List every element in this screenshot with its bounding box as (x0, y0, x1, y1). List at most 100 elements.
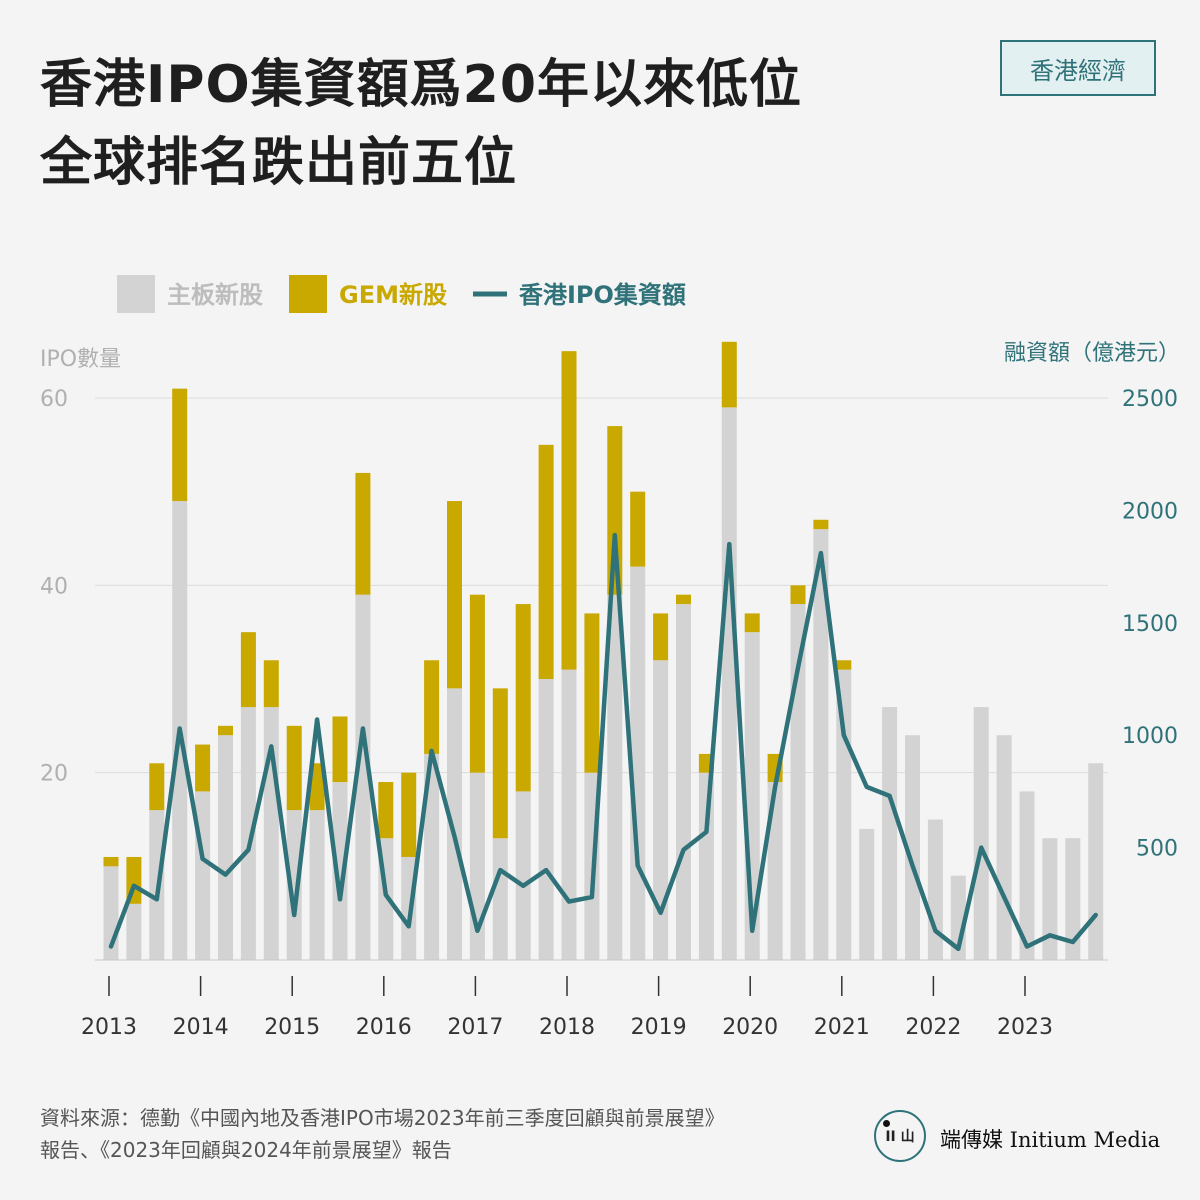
bar-gem (790, 585, 806, 605)
legend-swatch-0 (117, 275, 155, 313)
bar-main-board (1065, 838, 1081, 960)
source-line-2: 報告、《2023年回顧與2024年前景展望》報告 (40, 1138, 452, 1162)
bar-gem (492, 688, 508, 839)
y-left-tick-label: 20 (40, 762, 68, 787)
x-year-label: 2016 (356, 1015, 412, 1040)
bar-main-board (286, 810, 302, 960)
initium-logo-icon: II 山 (874, 1110, 926, 1162)
bar-main-board (355, 594, 371, 960)
bar-main-board (927, 819, 943, 960)
bar-main-board (973, 707, 989, 960)
legend-label-0: 主板新股 (167, 281, 263, 309)
bar-gem (744, 613, 760, 633)
x-year-label: 2022 (905, 1015, 961, 1040)
bar-gem (332, 716, 348, 783)
y-axis-left-title: IPO數量 (40, 347, 121, 372)
bar-gem (424, 660, 440, 754)
bar-gem (218, 725, 233, 736)
y-right-tick-label: 2000 (1122, 499, 1178, 524)
bar-main-board (882, 707, 898, 960)
bar-main-board (447, 688, 462, 960)
x-year-label: 2014 (173, 1015, 229, 1040)
brand-mark: II 山 (885, 1129, 915, 1145)
y-right-tick-label: 1000 (1122, 724, 1178, 749)
brand-logo: II 山 端傳媒 Initium Media (874, 1110, 1174, 1166)
bar-main-board (607, 594, 623, 960)
bar-gem (538, 444, 554, 679)
bar-gem (263, 660, 279, 708)
ipo-chart: 主板新股 GEM新股 香港IPO集資額 IPO數量 融資額（億港元） 20 40 60 500 1… (40, 275, 1180, 1040)
bar-main-board (630, 566, 646, 960)
title-line-2: 全球排名跌出前五位 (40, 133, 518, 193)
legend-label-1: GEM新股 (339, 281, 447, 309)
page-title: 香港IPO集資額爲20年以來低位 全球排名跌出前五位 (40, 46, 802, 202)
bar-main-board (721, 407, 737, 960)
bar-gem (240, 632, 256, 708)
bar-main-board (996, 735, 1012, 960)
bar-main-board (905, 735, 920, 960)
bar-main-board (836, 669, 852, 960)
bar-main-board (309, 810, 325, 960)
y-right-tick-label: 2500 (1122, 387, 1178, 412)
bar-main-board (538, 679, 554, 960)
bar-gem (149, 763, 165, 811)
bar-main-board (1088, 763, 1104, 960)
x-year-label: 2015 (264, 1015, 320, 1040)
bar-gem (469, 594, 485, 773)
bar-main-board (515, 791, 531, 960)
bar-gem (561, 351, 577, 670)
legend-swatch-1 (289, 275, 327, 313)
x-year-label: 2020 (722, 1015, 778, 1040)
bar-gem (378, 782, 394, 839)
bar-gem (607, 426, 623, 595)
y-right-tick-label: 1500 (1122, 612, 1178, 637)
brand-name: 端傳媒 Initium Media (940, 1128, 1161, 1152)
x-year-label: 2018 (539, 1015, 595, 1040)
bar-gem (813, 519, 829, 530)
bar-main-board (561, 669, 577, 960)
bar-gem (447, 501, 462, 689)
bar-gem (401, 772, 417, 857)
y-left-tick-label: 60 (40, 387, 68, 412)
y-left-tick-label: 40 (40, 574, 68, 599)
y-right-tick-label: 500 (1136, 837, 1178, 862)
bar-main-board (332, 782, 348, 960)
x-year-label: 2017 (447, 1015, 503, 1040)
bar-gem (584, 613, 600, 773)
bar-main-board (218, 735, 233, 960)
bar-main-board (1042, 838, 1058, 960)
bar-gem (355, 472, 371, 595)
bar-gem (653, 613, 669, 661)
x-year-label: 2013 (81, 1015, 137, 1040)
bar-gem (286, 725, 302, 811)
bar-main-board (126, 903, 142, 960)
bar-main-board (240, 707, 256, 960)
source-note: 資料來源：德勤《中國內地及香港IPO市場2023年前三季度回顧與前景展望》 報告… (40, 1102, 725, 1166)
bar-gem (172, 388, 188, 502)
bar-gem (309, 763, 325, 811)
bar-main-board (492, 838, 508, 960)
bar-gem (515, 604, 531, 792)
bar-main-board (676, 604, 691, 960)
bar-gem (836, 660, 852, 670)
series-line-ipo-funds (108, 532, 1098, 952)
section-badge: 香港經濟 (1000, 40, 1156, 96)
bar-main-board (859, 828, 875, 960)
bar-main-board (767, 782, 783, 960)
source-line-1: 資料來源：德勤《中國內地及香港IPO市場2023年前三季度回顧與前景展望》 (40, 1106, 725, 1130)
bar-gem (721, 341, 737, 408)
y-axis-right-title: 融資額（億港元） (1004, 341, 1180, 366)
bar-gem (676, 594, 691, 605)
x-year-label: 2019 (631, 1015, 687, 1040)
bar-main-board (1019, 791, 1035, 960)
bar-main-board (813, 529, 829, 960)
bar-gem (103, 856, 119, 867)
bar-main-board (698, 772, 714, 960)
x-year-label: 2021 (814, 1015, 870, 1040)
legend-label-2: 香港IPO集資額 (519, 281, 686, 309)
bar-gem (195, 744, 211, 792)
bar-main-board (653, 660, 669, 960)
bar-main-board (424, 753, 440, 960)
x-year-label: 2023 (997, 1015, 1053, 1040)
title-line-1: 香港IPO集資額爲20年以來低位 (40, 55, 803, 115)
